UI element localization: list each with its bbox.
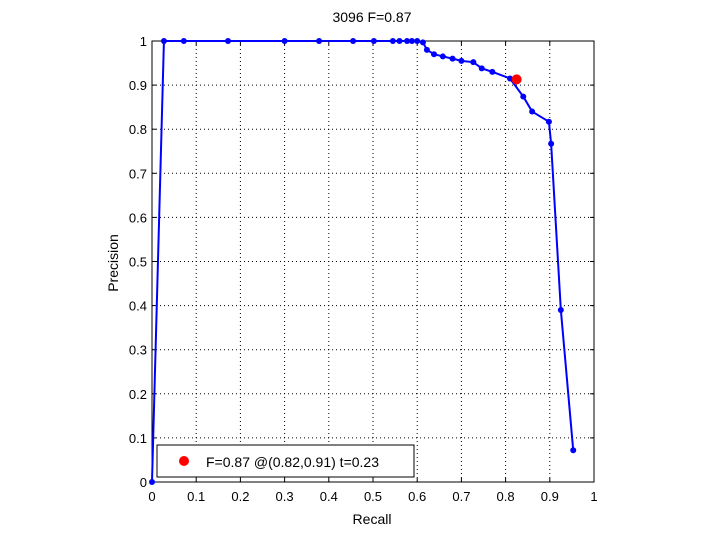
x-tick-label: 0.7	[452, 489, 470, 504]
x-axis-label: Recall	[353, 511, 392, 527]
y-tick-label: 1	[140, 34, 147, 49]
y-tick-label: 0.6	[129, 210, 147, 225]
series-group	[149, 38, 577, 485]
grid-lines	[152, 41, 594, 482]
legend-label: F=0.87 @(0.82,0.91) t=0.23	[206, 454, 379, 470]
x-tick-label: 0.3	[276, 489, 294, 504]
data-point	[458, 57, 465, 64]
y-axis-label: Precision	[105, 234, 121, 292]
data-point	[180, 38, 187, 44]
data-point	[408, 38, 415, 44]
x-tick-label: 0.9	[541, 489, 559, 504]
data-point	[389, 38, 396, 44]
x-tick-label: 0.5	[364, 489, 382, 504]
data-point	[439, 53, 446, 60]
data-point	[370, 38, 377, 44]
y-tick-label: 0.3	[129, 343, 147, 358]
x-tick-label: 0.1	[187, 489, 205, 504]
legend-marker	[179, 456, 189, 466]
x-tick-label: 0.6	[408, 489, 426, 504]
data-point	[520, 93, 527, 100]
data-point	[149, 479, 155, 485]
data-point	[449, 55, 456, 62]
data-point	[160, 38, 167, 44]
highlight-group	[511, 74, 522, 85]
data-point	[529, 108, 536, 115]
data-point	[396, 38, 403, 44]
x-tick-label: 0	[148, 489, 155, 504]
legend-box	[156, 444, 415, 478]
legend: F=0.87 @(0.82,0.91) t=0.23	[156, 444, 415, 478]
series-line	[151, 40, 575, 483]
y-tick-label: 0	[140, 475, 147, 490]
data-point	[423, 46, 430, 53]
axis-ticks: 0 0.1 0.2 0.3 0.4 0.5 0.6 0.7 0.8 0.9 1 0 0.1 0.2 0.3 0…	[129, 34, 598, 504]
y-tick-label: 0.4	[129, 299, 147, 314]
y-tick-label: 0.1	[129, 431, 147, 446]
x-tick-label: 0.8	[497, 489, 515, 504]
x-tick-label: 0.4	[320, 489, 338, 504]
data-point	[225, 38, 232, 44]
data-point	[430, 51, 437, 58]
data-point	[281, 38, 288, 44]
data-point	[545, 118, 552, 125]
y-tick-label: 0.2	[129, 387, 147, 402]
data-point	[557, 307, 564, 314]
data-point	[404, 38, 411, 44]
data-point	[548, 140, 555, 147]
data-point	[507, 75, 514, 82]
data-point	[570, 447, 577, 454]
data-point	[489, 68, 496, 75]
data-point	[419, 39, 426, 46]
data-point	[470, 59, 477, 66]
data-point	[414, 38, 421, 44]
y-tick-label: 0.8	[129, 122, 147, 137]
y-tick-label: 0.9	[129, 78, 147, 93]
y-tick-label: 0.7	[129, 166, 147, 181]
y-tick-label: 0.5	[129, 255, 147, 270]
data-point	[350, 38, 357, 44]
data-point	[478, 65, 485, 72]
x-tick-label: 0.2	[231, 489, 249, 504]
chart-title: 3096 F=0.87	[332, 9, 411, 25]
data-point	[316, 38, 323, 44]
best-f-point	[511, 74, 522, 85]
x-tick-label: 1	[590, 489, 597, 504]
